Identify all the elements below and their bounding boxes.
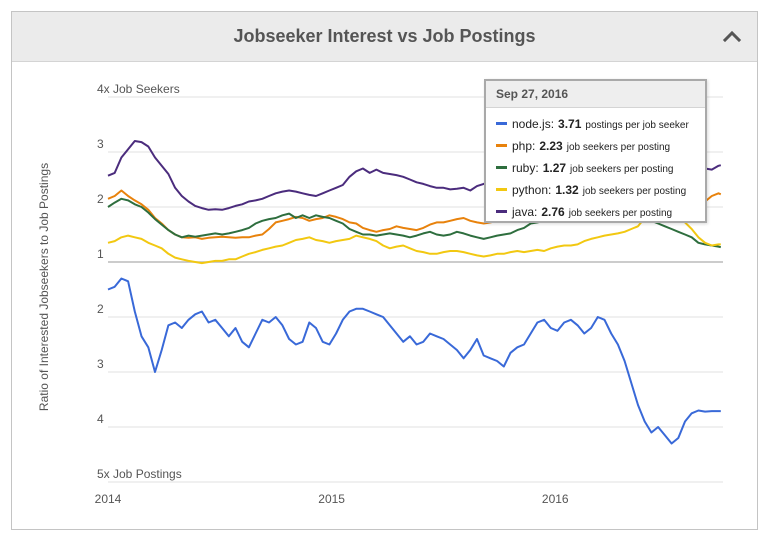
tooltip-date: Sep 27, 2016 [486, 81, 705, 108]
tooltip-series-name: ruby: [512, 161, 539, 175]
x-tick-label: 2014 [95, 492, 122, 506]
series-swatch [496, 188, 507, 192]
y-tick-label: 3 [97, 357, 104, 371]
tooltip-series-name: java: [512, 205, 538, 219]
series-swatch [496, 210, 507, 214]
tooltip-series-name: node.js: [512, 117, 555, 131]
y-tick-label: 4x Job Seekers [97, 82, 180, 96]
y-tick-label: 2 [97, 302, 104, 316]
chart-title: Jobseeker Interest vs Job Postings [233, 26, 536, 46]
tooltip-series-desc: job seekers per posting [566, 142, 671, 153]
tooltip-series-value: 1.32 [555, 183, 579, 197]
tooltip-series-value: 1.27 [542, 161, 567, 175]
y-tick-label: 3 [97, 137, 104, 151]
series-swatch [496, 166, 507, 170]
tooltip-series-name: php: [512, 139, 536, 153]
tooltip-series-desc: job seekers per posting [570, 164, 674, 175]
tooltip-row: php: 2.23 job seekers per posting [496, 139, 670, 155]
tooltip-row: java: 2.76 job seekers per posting [496, 205, 672, 221]
tooltip-series-value: 3.71 [558, 117, 582, 131]
tooltip-row: python: 1.32 job seekers per posting [496, 183, 686, 199]
tooltip-series-desc: job seekers per posting [568, 208, 673, 219]
y-tick-label: 5x Job Postings [97, 467, 182, 481]
y-tick-label: 1 [97, 247, 104, 261]
tooltip-series-name: python: [512, 183, 552, 197]
x-tick-label: 2016 [542, 492, 569, 506]
tooltip-series-value: 2.76 [541, 205, 565, 219]
y-tick-label: 4 [97, 412, 104, 426]
series-swatch [496, 144, 507, 148]
series-line-python [107, 200, 721, 265]
tooltip-series-desc: postings per job seeker [585, 120, 689, 131]
x-tick-label: 2015 [318, 492, 345, 506]
chevron-up-icon[interactable] [721, 25, 743, 47]
series-swatch [496, 122, 507, 126]
hover-tooltip: Sep 27, 2016 node.js: 3.71 postings per jo… [484, 79, 707, 223]
y-axis-label: Ratio of Interested Jobseekers to Job Po… [37, 163, 51, 411]
y-tick-label: 2 [97, 192, 104, 206]
tooltip-row: ruby: 1.27 job seekers per posting [496, 161, 673, 177]
tooltip-series-desc: job seekers per posting [582, 186, 687, 197]
tooltip-series-value: 2.23 [539, 139, 563, 153]
card-header: Jobseeker Interest vs Job Postings [12, 12, 757, 62]
series-line-nodejs [107, 277, 721, 445]
tooltip-row: node.js: 3.71 postings per job seeker [496, 117, 689, 133]
